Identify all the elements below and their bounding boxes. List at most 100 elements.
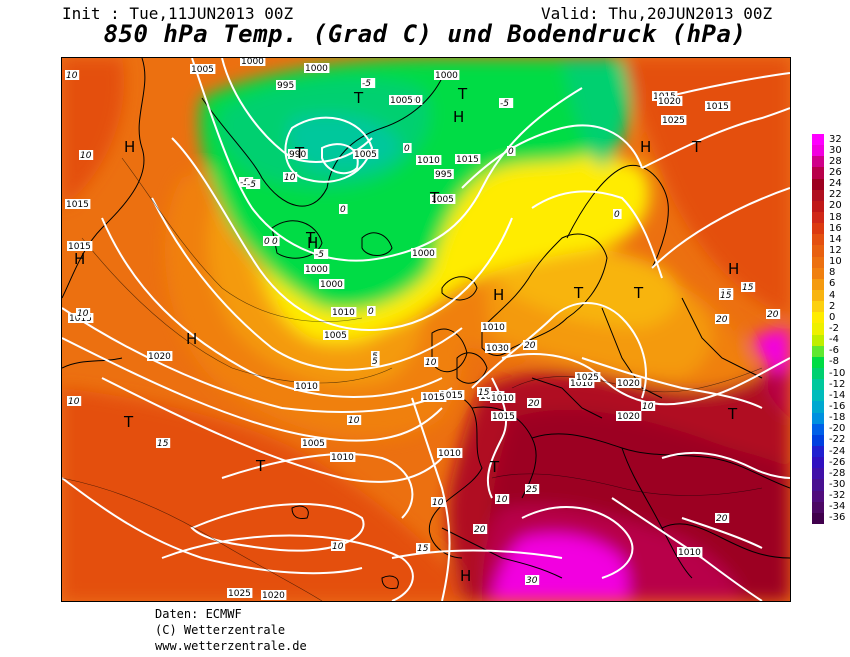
pressure-label: 1010 [417,156,440,166]
label-box [361,78,376,88]
chart-title: 850 hPa Temp. (Grad C) und Bodendruck (h… [103,20,747,48]
valid-time: Valid: Thu,20JUN2013 00Z [541,4,773,23]
pressure-label: 1010 [295,382,318,392]
label-box [67,396,82,406]
scale-swatch [812,345,824,358]
scale-swatch [812,167,824,180]
temperature-label: -5 [240,178,249,188]
pressure-label: 1015 [440,391,463,401]
pressure-labels: 1005100099510001000100010051010101599010… [65,58,731,601]
scale-swatch [812,479,824,492]
pressure-label: 1025 [228,589,251,599]
temperature-label: 15 [157,439,169,449]
temperature-label: 20 [474,525,486,535]
scale-swatch [812,368,824,380]
pressure-label: 1010 [332,308,355,318]
scale-label: 18 [829,211,842,223]
scale-label: -18 [829,412,846,424]
temperature-label: -5 [247,180,256,190]
pressure-label: 1000 [305,265,328,275]
pressure-label: 1010 [482,323,505,333]
pressure-label: 1015 [68,242,91,252]
pressure-label: 1015 [706,102,729,112]
label-box [455,154,481,164]
scale-swatch [812,457,824,469]
scale-swatch [812,323,824,336]
scale-label: 0 [829,311,836,323]
label-box [411,248,437,258]
pressure-label: 1000 [241,58,264,67]
label-box [288,149,308,159]
temperature-label: 10 [425,358,437,368]
pressure-center: H [728,260,739,278]
pressure-label: 1030 [486,344,509,354]
pressure-label: 1015 [422,393,445,403]
scale-swatch [812,312,824,324]
pressure-center: T [489,458,500,476]
scale-swatch [812,390,824,402]
label-box [424,357,439,367]
label-box [190,64,216,74]
pressure-label: 1020 [262,591,285,601]
scale-label: -26 [829,456,846,468]
scale-label: -2 [829,323,839,334]
label-box [569,378,595,388]
label-box [246,179,261,189]
temperature-label: 15 [720,291,732,301]
label-box [276,80,296,90]
label-box [403,143,412,153]
label-box [616,378,642,388]
label-box [301,438,327,448]
scale-swatch [812,490,824,503]
pressure-label: 1005 [354,150,377,160]
pressure-label: 1010 [438,449,461,459]
footer-copyright: (C) Wetterzentrale [155,623,286,637]
label-box [331,541,346,551]
pressure-center: T [429,189,440,207]
temperature-label: -5 [315,250,324,260]
pressure-label: 1010 [678,548,701,558]
label-box [525,575,540,585]
scale-label: 10 [829,256,842,268]
label-box [294,381,320,391]
scale-swatch [812,178,824,191]
temperature-label: 0 [272,237,278,247]
scale-label: 26 [829,167,842,178]
label-box [389,95,415,105]
scale-label: -30 [829,479,846,490]
label-box [705,101,731,111]
scale-swatch [812,212,824,224]
label-box [719,290,734,300]
temperature-label: 15 [478,388,490,398]
scale-swatch [812,223,824,235]
label-box [477,387,492,397]
pressure-center: H [74,250,85,268]
pressure-label: 1010 [331,453,354,463]
label-box [261,590,287,600]
scale-label: -24 [829,445,846,457]
pressure-center: T [305,229,316,247]
coastlines [62,58,790,589]
pressure-center: T [573,284,584,302]
temperature-label: -5 [500,99,509,109]
pressure-center: T [691,138,702,156]
temperature-label: 20 [716,514,728,524]
pressure-center: T [123,413,134,431]
temperature-label: 25 [526,485,538,495]
scale-swatch [812,301,824,313]
pressure-label: 1015 [69,314,92,324]
label-box [347,415,362,425]
label-box [523,340,538,350]
label-box [641,401,656,411]
pressure-label: 1020 [658,97,681,107]
label-box [79,150,94,160]
scale-label: -34 [829,501,846,513]
label-box [575,372,601,382]
temperature-label: 15 [742,283,754,293]
label-box [65,70,80,80]
label-box [507,146,516,156]
label-box [416,543,431,553]
label-box [431,497,446,507]
pressure-label: 1020 [617,379,640,389]
